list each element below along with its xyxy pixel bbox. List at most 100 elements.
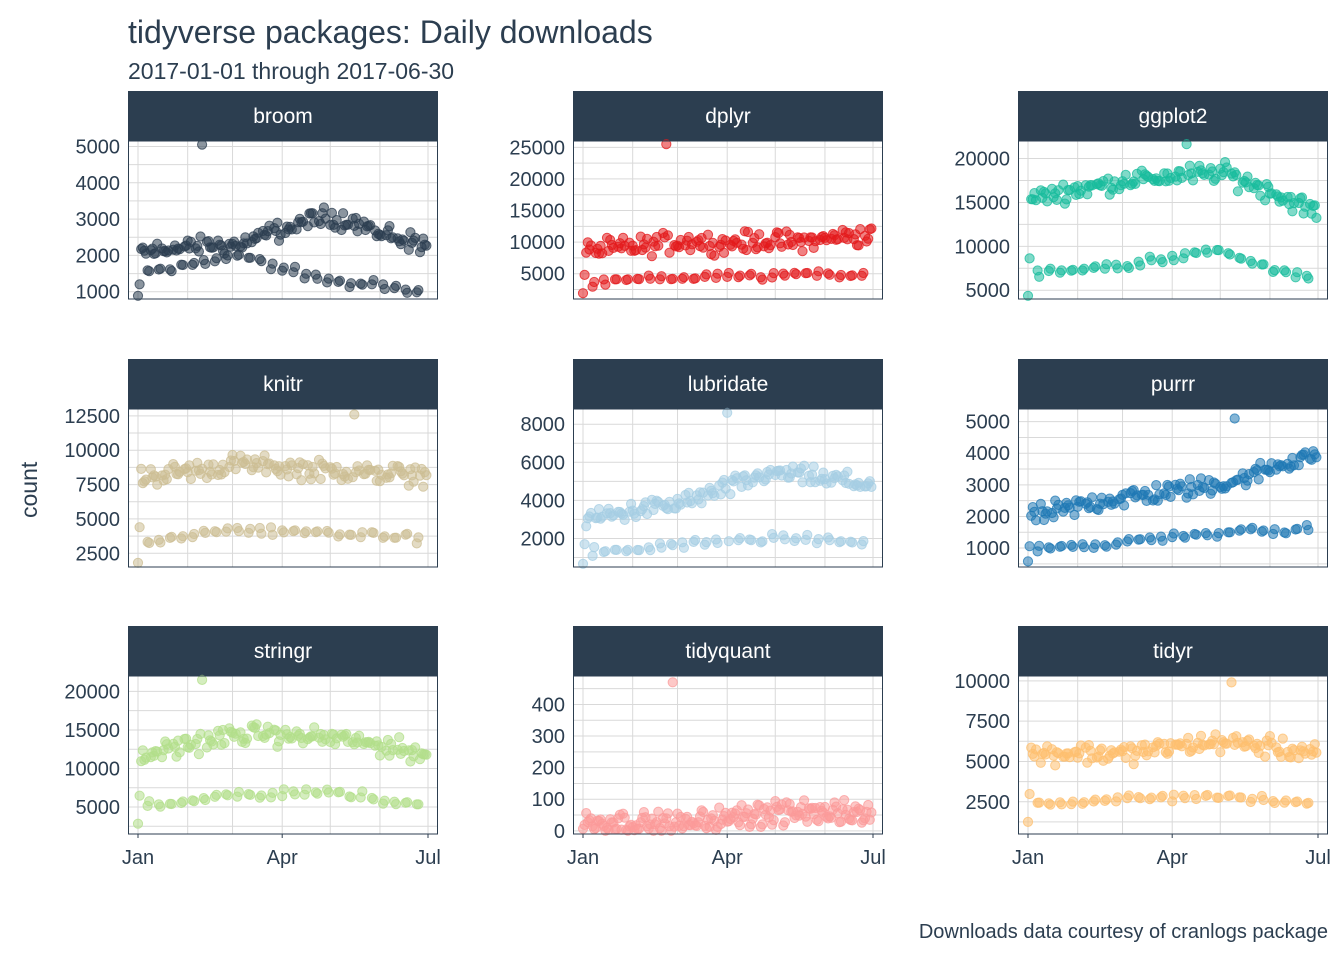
data-point xyxy=(241,733,253,744)
data-point xyxy=(200,258,211,269)
data-point xyxy=(1293,460,1304,471)
data-point xyxy=(725,489,736,500)
data-point xyxy=(690,534,701,546)
y-tick-label: 4000 xyxy=(966,443,1011,465)
data-point xyxy=(1034,540,1045,552)
data-point xyxy=(222,250,233,261)
data-point xyxy=(136,463,147,474)
y-tick-label: 5000 xyxy=(966,751,1011,773)
data-point xyxy=(1022,556,1034,567)
data-point xyxy=(768,268,779,279)
data-point xyxy=(331,215,342,226)
data-point xyxy=(768,532,779,544)
y-tick-label: 8000 xyxy=(521,414,566,436)
y-tick-label: 4000 xyxy=(521,490,566,512)
data-point xyxy=(656,542,667,553)
panel-border xyxy=(573,140,883,300)
data-point xyxy=(1157,257,1168,268)
data-point xyxy=(1048,512,1059,523)
data-point xyxy=(799,795,810,806)
data-point xyxy=(402,797,413,808)
data-point xyxy=(1022,290,1034,301)
data-point xyxy=(200,794,211,806)
data-point xyxy=(1079,263,1090,274)
y-tick-label: 5000 xyxy=(76,797,121,819)
data-point xyxy=(712,537,723,549)
data-point xyxy=(155,801,166,812)
data-point xyxy=(394,732,405,743)
data-point xyxy=(134,279,145,290)
y-tick-label: 10000 xyxy=(954,671,1010,693)
data-point xyxy=(132,818,144,829)
x-tick-label: Jul xyxy=(860,847,886,869)
data-point xyxy=(390,532,402,543)
data-point xyxy=(1232,186,1244,197)
facet-panel-lubridate: lubridate 2000 4000 6000 8000 xyxy=(521,359,883,569)
data-point xyxy=(357,279,368,290)
facet-strip xyxy=(573,91,883,141)
data-point xyxy=(1236,792,1247,803)
data-point xyxy=(309,722,320,733)
data-point xyxy=(589,276,600,288)
data-point xyxy=(379,531,390,542)
data-point xyxy=(1247,793,1258,804)
data-point xyxy=(1253,474,1264,485)
y-tick-label: 5000 xyxy=(966,412,1011,434)
data-point xyxy=(797,246,808,257)
data-point xyxy=(799,460,810,471)
facet-strip xyxy=(128,359,438,409)
data-point xyxy=(1165,491,1176,502)
data-point xyxy=(301,526,312,537)
data-point xyxy=(734,533,746,544)
data-point xyxy=(634,274,645,285)
data-point xyxy=(1151,480,1162,491)
facet-panel-tidyr: tidyr 2500 5000 7500 10000 Jan Apr Jul xyxy=(954,626,1331,869)
panel-border xyxy=(573,675,883,835)
data-point xyxy=(272,217,283,228)
data-point xyxy=(334,529,345,540)
data-point xyxy=(808,461,819,472)
data-point xyxy=(134,790,145,801)
data-point xyxy=(619,812,630,823)
data-point xyxy=(421,749,432,760)
data-point xyxy=(1258,525,1269,536)
data-point xyxy=(1119,500,1130,511)
data-point xyxy=(1135,793,1146,804)
data-point xyxy=(746,268,757,279)
data-point xyxy=(661,139,672,150)
data-point xyxy=(1213,792,1224,804)
data-point xyxy=(1287,206,1298,217)
data-point xyxy=(402,528,413,539)
y-tick-label: 1000 xyxy=(966,538,1011,560)
data-point xyxy=(261,467,272,478)
data-point xyxy=(611,274,622,285)
data-point xyxy=(667,677,678,688)
data-point xyxy=(256,790,267,801)
data-point xyxy=(278,262,289,273)
data-point xyxy=(734,270,746,281)
data-point xyxy=(634,545,645,556)
data-point xyxy=(193,246,204,257)
facet-strip-label: ggplot2 xyxy=(1139,105,1208,128)
data-point xyxy=(1112,263,1123,274)
data-point xyxy=(1146,792,1157,803)
data-point xyxy=(600,279,611,290)
x-tick-label: Jan xyxy=(122,847,154,869)
facet-strip-label: broom xyxy=(253,105,313,128)
data-point xyxy=(579,269,590,280)
data-point xyxy=(1303,273,1314,284)
data-point xyxy=(315,473,326,485)
data-point xyxy=(656,271,667,282)
data-point xyxy=(718,247,730,258)
data-point xyxy=(1179,248,1191,259)
data-point xyxy=(667,273,678,284)
data-point xyxy=(757,536,768,547)
data-point xyxy=(245,252,256,263)
data-point xyxy=(779,817,791,828)
data-point xyxy=(413,532,424,543)
data-point xyxy=(1168,528,1179,539)
data-point xyxy=(619,514,630,526)
data-point xyxy=(1022,816,1034,828)
data-point xyxy=(1056,540,1067,552)
data-point xyxy=(368,275,379,286)
